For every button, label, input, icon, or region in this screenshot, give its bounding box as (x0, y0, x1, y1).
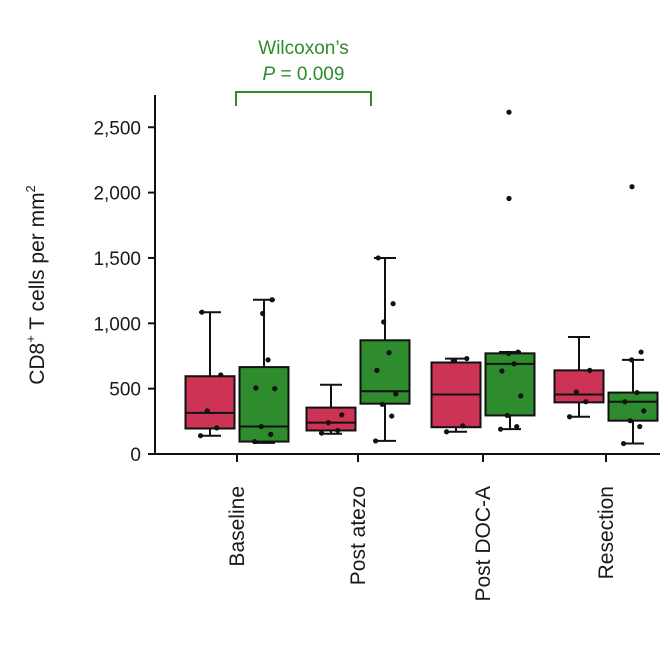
plot-area: 0 500 1,000 1,500 2,000 2,500 Baseline Post ate… (93, 91, 660, 602)
data-point (504, 412, 510, 419)
significance-bracket (235, 91, 372, 106)
x-tick-label: Resection (595, 486, 618, 579)
annotation-p-value: P = 0.009 (263, 64, 345, 85)
y-tick-label: 1,500 (93, 249, 141, 270)
data-point (634, 389, 640, 396)
data-point (573, 389, 579, 395)
data-point (339, 412, 345, 418)
data-point (393, 391, 399, 397)
annotation-test-name: Wilcoxon’s (258, 38, 348, 59)
data-point (515, 349, 521, 355)
data-point (518, 393, 524, 399)
y-tick-label: 500 (109, 380, 141, 401)
data-point (265, 357, 271, 363)
box-green (238, 297, 290, 445)
data-point (325, 420, 331, 426)
data-point (514, 423, 520, 430)
annotation-p-symbol: P (263, 64, 276, 85)
data-point (450, 357, 456, 364)
data-point (587, 367, 593, 373)
y-axis-title: CD8+ T cells per mm2 (23, 185, 49, 385)
data-point (197, 433, 204, 439)
data-point (620, 440, 627, 447)
data-point (372, 438, 379, 444)
data-point (389, 413, 395, 419)
y-tick-label: 0 (130, 445, 141, 466)
y-axis-title-sup: + (23, 335, 38, 343)
data-point (443, 429, 450, 435)
data-point (199, 309, 205, 315)
y-axis-title-rest: T cells per mm (26, 192, 49, 335)
data-point (629, 357, 635, 363)
outlier-point (506, 195, 512, 202)
box-iqr (553, 369, 605, 404)
significance-annotation: Wilcoxon’s P = 0.009 (258, 38, 348, 85)
data-point (374, 367, 380, 373)
data-point (204, 408, 210, 414)
box-red (184, 309, 236, 439)
data-point (464, 355, 470, 362)
data-point (269, 297, 275, 303)
data-point (511, 361, 517, 367)
data-point (260, 310, 266, 317)
data-point (506, 350, 512, 356)
data-point (251, 438, 258, 445)
box-iqr (184, 375, 236, 430)
y-tick-label: 2,000 (93, 184, 141, 205)
box-green (359, 255, 411, 444)
data-point (627, 418, 633, 424)
data-point (460, 423, 466, 429)
data-point (272, 386, 278, 392)
data-point (622, 399, 628, 405)
x-tick-label: Post atezo (347, 486, 370, 585)
box-iqr (607, 391, 659, 422)
data-point (218, 372, 224, 378)
data-point (499, 368, 505, 374)
box-red (430, 355, 482, 435)
box-green (484, 109, 536, 432)
data-point (268, 431, 274, 437)
box-green (607, 184, 659, 447)
data-point (253, 385, 259, 391)
x-tick-label: Baseline (226, 486, 249, 567)
box-iqr (359, 339, 411, 405)
data-point (637, 423, 643, 430)
data-point (381, 319, 387, 325)
data-point (375, 255, 381, 261)
data-point (214, 425, 220, 431)
data-point (379, 401, 385, 407)
data-point (258, 423, 264, 430)
box-red (305, 383, 357, 436)
data-point (497, 426, 504, 432)
annotation-p-text: = 0.009 (275, 64, 344, 85)
data-point (318, 430, 325, 436)
data-point (390, 301, 396, 307)
outlier-point (629, 184, 635, 190)
data-point (566, 414, 573, 420)
box-iqr (484, 352, 536, 417)
y-axis-title-sup2: 2 (23, 185, 38, 192)
y-axis-title-main: CD8 (26, 343, 49, 385)
data-point (583, 399, 589, 405)
data-point (335, 427, 341, 434)
x-tick-label: Post DOC-A (472, 486, 495, 602)
data-point (638, 349, 644, 355)
box-red (553, 336, 605, 420)
box-iqr (305, 406, 357, 432)
y-tick-label: 2,500 (93, 118, 141, 139)
data-point (641, 408, 647, 414)
box-iqr (238, 366, 290, 443)
data-point (386, 350, 392, 356)
y-tick-label: 1,000 (93, 314, 141, 335)
outlier-point (506, 109, 512, 115)
